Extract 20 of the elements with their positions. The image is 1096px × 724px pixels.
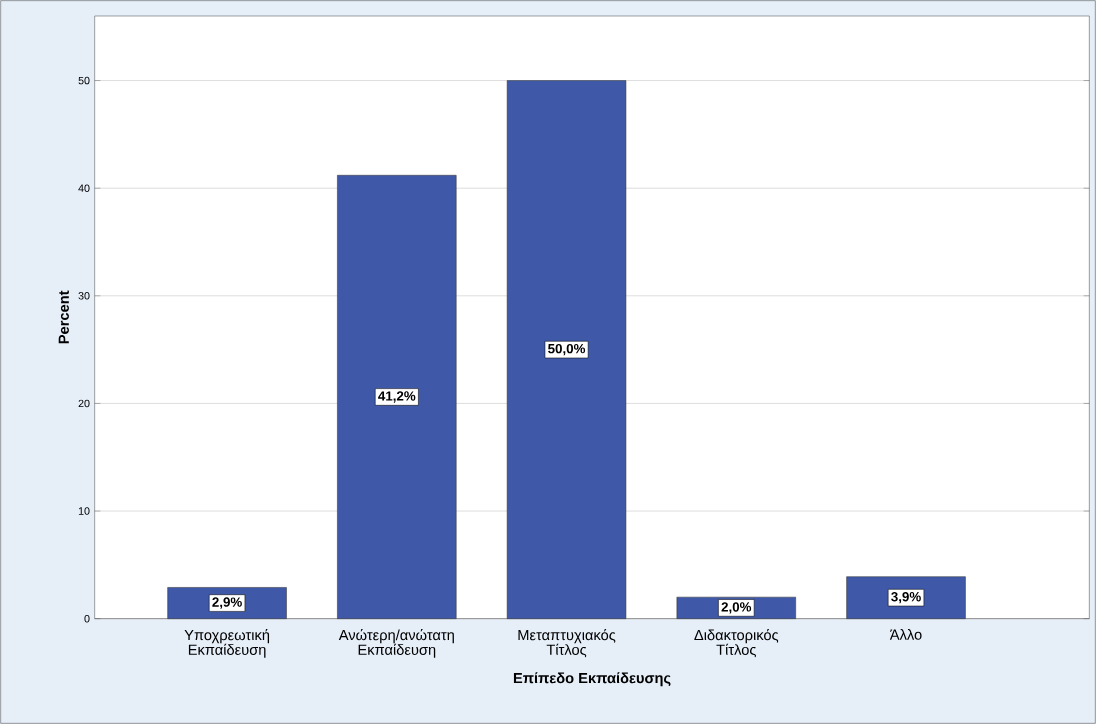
data-label: 2,0% [721, 602, 752, 614]
y-tick-label: 20 [78, 399, 90, 408]
x-axis-title: Επίπεδο Εκπαίδευσης [513, 672, 671, 687]
x-tick-label: Υποχρεωτική Εκπαίδευση [184, 629, 270, 658]
data-label: 3,9% [891, 591, 921, 604]
bar [337, 175, 457, 619]
y-axis-title: Percent [58, 290, 69, 344]
data-label: 50,0% [548, 343, 586, 356]
bar [506, 80, 627, 619]
y-tick-label: 10 [78, 507, 90, 515]
x-tick-label: Μεταπτυχιακός Τίτλος [518, 629, 616, 658]
x-tick-label: Άλλο [889, 629, 922, 640]
y-tick-label: 40 [78, 184, 90, 192]
y-tick-label: 50 [78, 76, 90, 85]
x-tick-label: Διδακτορικός Τίτλος [694, 629, 779, 658]
x-tick-label: Ανώτερη/ανώτατη Εκπαίδευση [338, 629, 454, 658]
y-tick-label: 0 [84, 614, 90, 623]
data-label: 2,9% [212, 597, 242, 609]
data-label: 41,2% [378, 391, 416, 403]
y-tick-label: 30 [78, 292, 90, 300]
